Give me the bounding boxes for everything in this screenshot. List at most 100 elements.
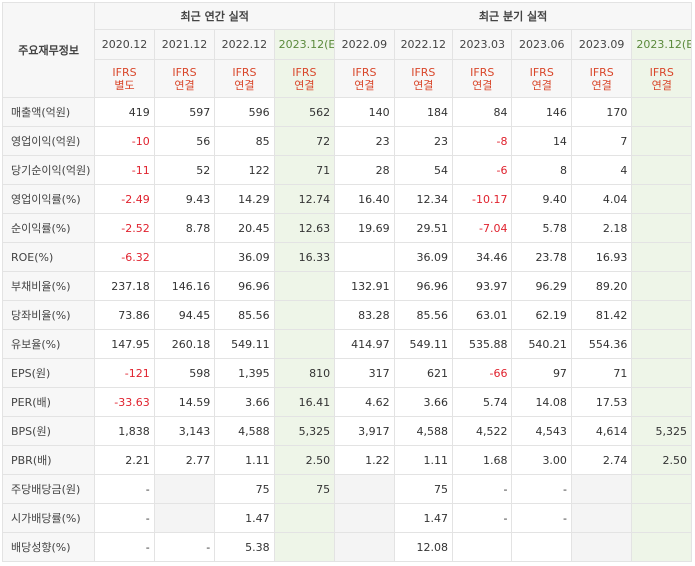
period-header: 2022.09 <box>334 29 395 60</box>
table-cell: 4,588 <box>214 416 275 446</box>
consolidation-label: 연결 <box>531 78 552 92</box>
table-cell: 12.34 <box>393 184 454 214</box>
table-cell: -10 <box>94 126 155 156</box>
table-cell <box>570 532 633 562</box>
table-cell: 94.45 <box>153 300 216 330</box>
table-cell: -121 <box>94 358 155 388</box>
table-cell: 540.21 <box>511 329 572 359</box>
table-cell: -6 <box>452 155 513 185</box>
table-cell <box>273 271 336 301</box>
consolidation-label: 연결 <box>174 78 195 92</box>
table-row: 영업이익률(%) -2.49 9.43 14.29 12.74 16.40 12.34 -10… <box>1 184 692 214</box>
table-cell: 52 <box>153 155 216 185</box>
table-cell: 97 <box>511 358 572 388</box>
table-row: 영업이익(억원) -10 56 85 72 23 23 -8 14 7 <box>1 126 692 156</box>
table-cell <box>153 242 216 272</box>
table-cell: 14.59 <box>153 387 216 417</box>
table-cell <box>631 184 692 214</box>
row-label: 매출액(억원) <box>1 97 96 127</box>
table-row: PBR(배) 2.21 2.77 1.11 2.50 1.22 1.11 1.68 3.00 2.… <box>1 445 692 475</box>
row-label: 부채비율(%) <box>1 271 96 301</box>
table-row: PER(배) -33.63 14.59 3.66 16.41 4.62 3.66 5.74 14… <box>1 387 692 417</box>
table-cell: 9.40 <box>511 184 572 214</box>
ifrs-label: IFRS <box>292 65 317 79</box>
consolidation-label: 연결 <box>294 78 315 92</box>
table-cell: 16.40 <box>334 184 395 214</box>
row-label: 순이익률(%) <box>1 213 96 243</box>
table-cell: 2.77 <box>153 445 216 475</box>
table-cell: 4,543 <box>511 416 572 446</box>
table-cell: -6.32 <box>94 242 155 272</box>
period-header: 2023.03 <box>452 29 513 60</box>
table-cell: 3,143 <box>153 416 216 446</box>
table-cell: 23.78 <box>511 242 572 272</box>
table-cell: 419 <box>94 97 155 127</box>
table-row: 시가배당률(%) -1.47 1.47- - <box>1 503 692 533</box>
table-cell <box>631 358 692 388</box>
table-cell: 36.09 <box>393 242 454 272</box>
table-cell: 9.43 <box>153 184 216 214</box>
table-cell: 4 <box>570 155 633 185</box>
table-row: 매출액(억원) 419 597 596 562 140 184 84 146 170 <box>1 97 692 127</box>
table-cell: 5,325 <box>273 416 336 446</box>
table-cell: -2.49 <box>94 184 155 214</box>
table-cell: 62.19 <box>511 300 572 330</box>
table-cell: 72 <box>273 126 336 156</box>
table-cell <box>631 503 692 533</box>
table-cell: 12.08 <box>393 532 454 562</box>
table-cell <box>570 474 633 504</box>
table-cell: -33.63 <box>94 387 155 417</box>
ifrs-label: IFRS <box>232 65 257 79</box>
table-cell <box>631 329 692 359</box>
ifrs-basis-label: IFRS 연결 <box>393 59 454 98</box>
table-cell: 19.69 <box>334 213 395 243</box>
table-cell: 75 <box>214 474 275 504</box>
table-cell <box>570 503 633 533</box>
table-cell: 5.74 <box>452 387 513 417</box>
table-row: 주당배당금(원) -75 75 75- - <box>1 474 692 504</box>
ifrs-label: IFRS <box>649 65 674 79</box>
table-cell <box>631 242 692 272</box>
table-cell: 71 <box>273 155 336 185</box>
table-cell <box>273 329 336 359</box>
table-cell: 73.86 <box>94 300 155 330</box>
table-cell: 170 <box>570 97 633 127</box>
period-header: 2023.09 <box>570 29 633 60</box>
table-cell: 23 <box>393 126 454 156</box>
table-cell <box>273 300 336 330</box>
table-cell: - <box>452 503 513 533</box>
table-cell: 71 <box>570 358 633 388</box>
table-cell: 36.09 <box>214 242 275 272</box>
period-header: 2021.12 <box>153 29 216 60</box>
consolidation-label: 별도 <box>114 78 135 92</box>
table-cell: 84 <box>452 97 513 127</box>
table-cell: 12.63 <box>273 213 336 243</box>
table-cell <box>334 532 395 562</box>
table-cell: 2.50 <box>273 445 336 475</box>
consolidation-label: 연결 <box>591 78 612 92</box>
table-row: 당좌비율(%) 73.86 94.45 85.56 83.28 85.56 63.01 62.… <box>1 300 692 330</box>
table-cell: 17.53 <box>570 387 633 417</box>
table-cell: 4,522 <box>452 416 513 446</box>
table-cell <box>631 213 692 243</box>
table-cell: 54 <box>393 155 454 185</box>
table-cell: 549.11 <box>214 329 275 359</box>
table-cell: - <box>94 532 155 562</box>
table-cell: 2.18 <box>570 213 633 243</box>
table-cell: - <box>94 474 155 504</box>
table-cell: 93.97 <box>452 271 513 301</box>
row-label: 당좌비율(%) <box>1 300 96 330</box>
table-cell: 83.28 <box>334 300 395 330</box>
period-header: 2023.12(E) <box>273 29 336 60</box>
row-label: 당기순이익(억원) <box>1 155 96 185</box>
table-row: 당기순이익(억원) -11 52 122 71 28 54 -6 8 4 <box>1 155 692 185</box>
table-cell: 23 <box>334 126 395 156</box>
row-label: 배당성향(%) <box>1 532 96 562</box>
table-cell: 16.33 <box>273 242 336 272</box>
corner-label: 주요재무정보 <box>1 2 96 98</box>
ifrs-label: IFRS <box>352 65 377 79</box>
table-cell: 4.62 <box>334 387 395 417</box>
table-cell: 414.97 <box>334 329 395 359</box>
consolidation-label: 연결 <box>472 78 493 92</box>
table-cell: 75 <box>273 474 336 504</box>
